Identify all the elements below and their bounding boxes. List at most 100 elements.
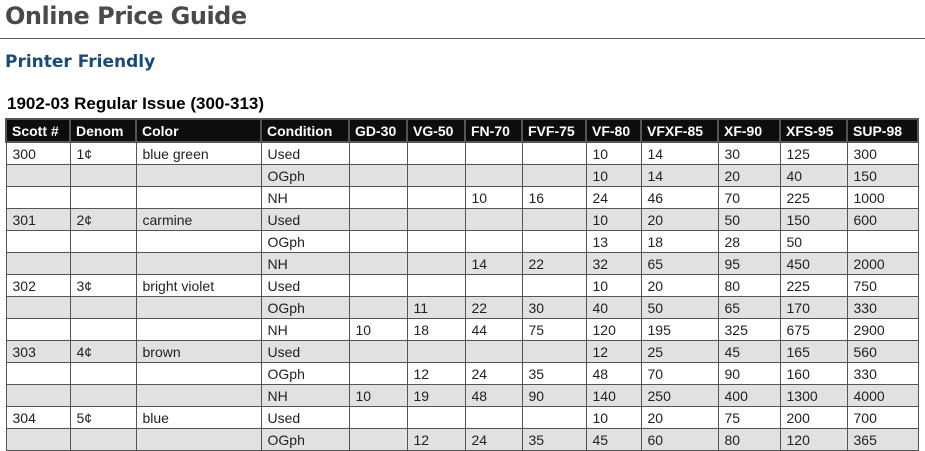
- table-cell: 10: [585, 141, 642, 165]
- table-cell: [846, 230, 919, 253]
- table-cell: [348, 406, 408, 429]
- table-cell: 560: [846, 340, 919, 363]
- column-header: Color: [135, 118, 262, 143]
- table-cell: 5¢: [69, 406, 137, 429]
- table-cell: 600: [846, 208, 919, 231]
- table-row: 301 2¢ carmine Used 10 20 50 150 600: [5, 208, 919, 231]
- table-row: OGph 11 22 30 40 50 65 170 330: [5, 296, 919, 319]
- column-header: XFS-95: [779, 118, 848, 143]
- table-row: NH 10 18 44 75 120 195 325 675 2900: [5, 318, 919, 341]
- table-cell: [406, 164, 466, 187]
- table-cell: [464, 208, 523, 231]
- table-cell: 12: [406, 362, 466, 385]
- table-cell: 40: [779, 164, 848, 187]
- table-cell: 450: [779, 252, 848, 275]
- table-cell: 301: [5, 208, 71, 231]
- table-cell: blue green: [135, 141, 262, 165]
- table-cell: 4¢: [69, 340, 137, 363]
- table-cell: [5, 186, 71, 209]
- table-cell: OGph: [260, 428, 350, 451]
- table-row: OGph 12 24 35 48 70 90 160 330: [5, 362, 919, 385]
- table-cell: 11: [406, 296, 466, 319]
- table-cell: 10: [348, 384, 408, 407]
- table-cell: [348, 340, 408, 363]
- table-cell: 45: [717, 340, 781, 363]
- table-cell: 750: [846, 274, 919, 297]
- table-cell: 90: [717, 362, 781, 385]
- table-cell: 22: [521, 252, 587, 275]
- table-cell: 1300: [779, 384, 848, 407]
- table-cell: 12: [406, 428, 466, 451]
- table-cell: 303: [5, 340, 71, 363]
- table-cell: 325: [717, 318, 781, 341]
- table-cell: [348, 230, 408, 253]
- table-cell: [406, 340, 466, 363]
- table-cell: [521, 164, 587, 187]
- table-cell: [135, 252, 262, 275]
- table-cell: 13: [585, 230, 642, 253]
- table-cell: [135, 362, 262, 385]
- table-cell: 140: [585, 384, 642, 407]
- table-cell: [348, 428, 408, 451]
- table-cell: 16: [521, 186, 587, 209]
- table-cell: 250: [640, 384, 719, 407]
- table-cell: 35: [521, 428, 587, 451]
- table-cell: 19: [406, 384, 466, 407]
- table-cell: 165: [779, 340, 848, 363]
- table-cell: 50: [717, 208, 781, 231]
- table-cell: 300: [5, 141, 71, 165]
- table-row: NH 14 22 32 65 95 450 2000: [5, 252, 919, 275]
- table-cell: 70: [717, 186, 781, 209]
- table-cell: [348, 164, 408, 187]
- table-cell: 10: [585, 274, 642, 297]
- table-cell: 14: [640, 141, 719, 165]
- table-cell: [464, 141, 523, 165]
- table-cell: [521, 274, 587, 297]
- table-cell: [348, 141, 408, 165]
- table-cell: 12: [585, 340, 642, 363]
- table-cell: [5, 362, 71, 385]
- column-header: VFXF-85: [640, 118, 719, 143]
- table-cell: 10: [585, 164, 642, 187]
- table-cell: 10: [464, 186, 523, 209]
- table-cell: [348, 274, 408, 297]
- table-cell: [521, 340, 587, 363]
- table-cell: NH: [260, 186, 350, 209]
- table-cell: OGph: [260, 296, 350, 319]
- table-cell: 60: [640, 428, 719, 451]
- printer-friendly-link[interactable]: Printer Friendly: [5, 52, 156, 72]
- table-cell: [69, 252, 137, 275]
- table-cell: [406, 274, 466, 297]
- table-cell: 20: [640, 406, 719, 429]
- column-header: XF-90: [717, 118, 781, 143]
- table-cell: 170: [779, 296, 848, 319]
- table-cell: 2900: [846, 318, 919, 341]
- table-cell: 330: [846, 296, 919, 319]
- table-cell: [348, 296, 408, 319]
- table-cell: 20: [640, 208, 719, 231]
- table-cell: carmine: [135, 208, 262, 231]
- table-cell: Used: [260, 274, 350, 297]
- table-cell: 48: [585, 362, 642, 385]
- table-row: 303 4¢ brown Used 12 25 45 165 560: [5, 340, 919, 363]
- table-cell: [135, 164, 262, 187]
- table-cell: 50: [779, 230, 848, 253]
- table-cell: blue: [135, 406, 262, 429]
- table-row: OGph 10 14 20 40 150: [5, 164, 919, 187]
- table-cell: 65: [640, 252, 719, 275]
- column-header: Condition: [260, 118, 350, 143]
- table-cell: 20: [640, 274, 719, 297]
- table-cell: OGph: [260, 230, 350, 253]
- table-row: NH 10 16 24 46 70 225 1000: [5, 186, 919, 209]
- table-cell: 2¢: [69, 208, 137, 231]
- table-cell: NH: [260, 384, 350, 407]
- table-cell: [135, 230, 262, 253]
- table-cell: [464, 230, 523, 253]
- table-cell: 1¢: [69, 141, 137, 165]
- table-cell: [5, 164, 71, 187]
- table-cell: [5, 318, 71, 341]
- table-cell: 160: [779, 362, 848, 385]
- table-cell: [69, 230, 137, 253]
- table-row: NH 10 19 48 90 140 250 400 1300 4000: [5, 384, 919, 407]
- table-cell: [521, 406, 587, 429]
